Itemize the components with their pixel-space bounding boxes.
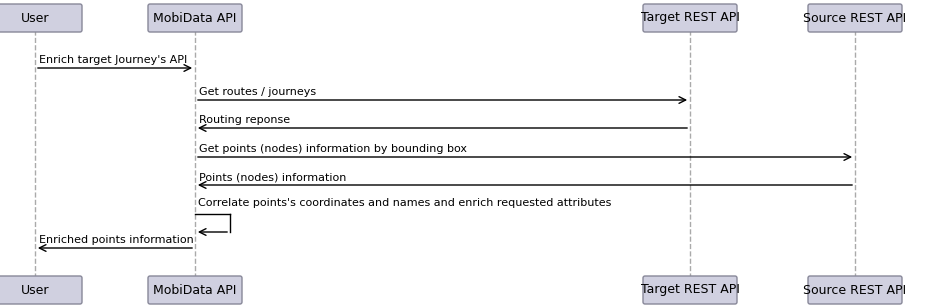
Text: Source REST API: Source REST API (803, 11, 907, 25)
Text: Points (nodes) information: Points (nodes) information (199, 172, 346, 182)
Text: Source REST API: Source REST API (803, 283, 907, 297)
Text: Enriched points information: Enriched points information (39, 235, 194, 245)
FancyBboxPatch shape (808, 276, 902, 304)
FancyBboxPatch shape (808, 4, 902, 32)
FancyBboxPatch shape (148, 276, 242, 304)
Text: User: User (21, 11, 50, 25)
FancyBboxPatch shape (0, 276, 82, 304)
Text: Get points (nodes) information by bounding box: Get points (nodes) information by boundi… (199, 144, 467, 154)
Text: Routing reponse: Routing reponse (199, 115, 290, 125)
Text: Enrich target Journey's API: Enrich target Journey's API (39, 55, 187, 65)
Text: Get routes / journeys: Get routes / journeys (199, 87, 316, 97)
Text: User: User (21, 283, 50, 297)
FancyBboxPatch shape (643, 276, 737, 304)
Text: Correlate points's coordinates and names and enrich requested attributes: Correlate points's coordinates and names… (198, 198, 611, 208)
FancyBboxPatch shape (643, 4, 737, 32)
FancyBboxPatch shape (148, 4, 242, 32)
FancyBboxPatch shape (0, 4, 82, 32)
Text: Target REST API: Target REST API (640, 11, 739, 25)
Text: Target REST API: Target REST API (640, 283, 739, 297)
Text: MobiData API: MobiData API (154, 283, 237, 297)
Text: MobiData API: MobiData API (154, 11, 237, 25)
